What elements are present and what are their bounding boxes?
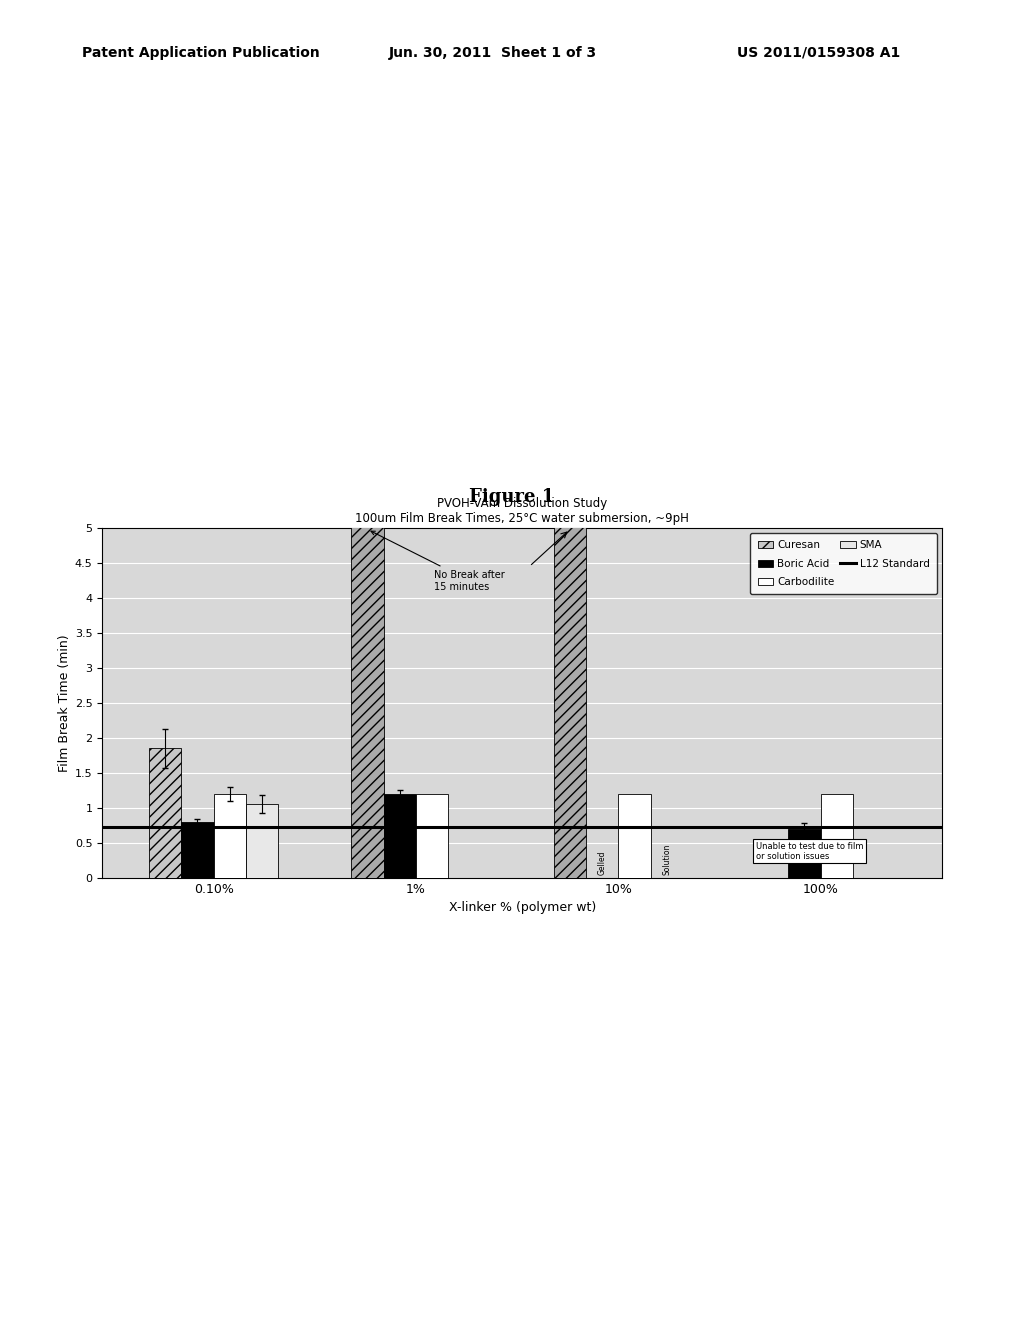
- Bar: [181, 822, 214, 878]
- Bar: [351, 521, 384, 878]
- Text: Gelled: Gelled: [598, 850, 606, 875]
- Y-axis label: Film Break Time (min): Film Break Time (min): [57, 634, 71, 772]
- Bar: [416, 793, 449, 878]
- Bar: [820, 793, 853, 878]
- Bar: [618, 793, 650, 878]
- Bar: [246, 804, 279, 878]
- Text: No Break after
15 minutes: No Break after 15 minutes: [371, 531, 505, 591]
- Text: Figure 1: Figure 1: [469, 487, 555, 506]
- Bar: [788, 829, 820, 878]
- Legend: Curesan, Boric Acid, Carbodilite, SMA, L12 Standard: Curesan, Boric Acid, Carbodilite, SMA, L…: [751, 533, 937, 594]
- Text: Solution: Solution: [663, 843, 672, 875]
- Bar: [384, 793, 416, 878]
- Text: Patent Application Publication: Patent Application Publication: [82, 46, 319, 59]
- Bar: [214, 793, 246, 878]
- Text: Jun. 30, 2011  Sheet 1 of 3: Jun. 30, 2011 Sheet 1 of 3: [389, 46, 597, 59]
- Bar: [148, 748, 181, 878]
- Title: PVOH-VAm Dissolution Study
100um Film Break Times, 25°C water submersion, ~9pH: PVOH-VAm Dissolution Study 100um Film Br…: [355, 498, 689, 525]
- Bar: [554, 521, 586, 878]
- Text: Unable to test due to film
or solution issues: Unable to test due to film or solution i…: [756, 842, 863, 861]
- X-axis label: X-linker % (polymer wt): X-linker % (polymer wt): [449, 902, 596, 915]
- Text: US 2011/0159308 A1: US 2011/0159308 A1: [737, 46, 900, 59]
